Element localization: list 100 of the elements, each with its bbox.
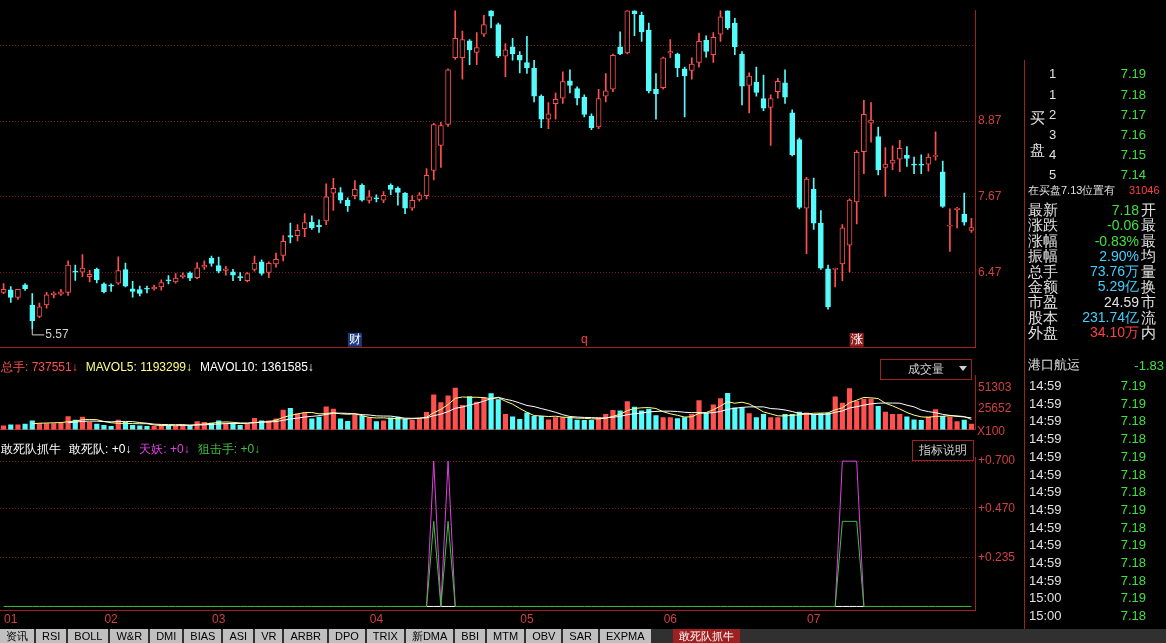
text: RSI <box>36 629 67 643</box>
text: 最 <box>1141 231 1156 249</box>
text: 7.18 <box>1120 554 1146 570</box>
candlestick <box>767 94 774 146</box>
text: ARBR <box>284 629 327 643</box>
text: 量 <box>1141 262 1156 280</box>
text: BIAS <box>184 629 222 643</box>
text: 2 7.17 <box>1049 106 1146 122</box>
bar <box>875 406 881 430</box>
bar <box>746 413 752 430</box>
text: 14:59 <box>1029 572 1062 588</box>
bar <box>861 398 867 430</box>
text: W&R <box>110 629 149 643</box>
text: TRIX <box>366 629 404 643</box>
text: 敢死队抓牛 <box>672 629 740 643</box>
bar <box>553 417 559 430</box>
bar <box>495 399 501 430</box>
text: 7.18 <box>1120 466 1146 481</box>
y-tick-label: 25652 <box>978 401 1012 416</box>
text: 外盘 <box>1028 323 1058 343</box>
bar <box>653 415 659 430</box>
text: 24.59 <box>1103 294 1139 311</box>
x-tick-label: 05 <box>520 612 534 627</box>
bar <box>581 420 587 430</box>
bar <box>911 419 917 430</box>
y-tick-label: 7.67 <box>978 188 1002 203</box>
bar <box>882 411 888 430</box>
candlestick <box>947 208 953 252</box>
text: 市盈 <box>1028 292 1058 310</box>
y-tick-label: +0.700 <box>978 453 1016 468</box>
bar <box>373 421 379 430</box>
bar <box>904 416 910 430</box>
text: 3 7.16 <box>1049 126 1146 142</box>
text: 14:59 <box>1029 412 1062 428</box>
text: 15:00 <box>1029 607 1062 623</box>
bar <box>954 421 960 430</box>
candlestick <box>918 154 925 174</box>
text: 14:59 <box>1029 430 1062 446</box>
text: 指标说明 <box>912 440 974 461</box>
bar <box>760 414 767 430</box>
annotation: 财 <box>348 332 361 347</box>
text: 7.18 <box>1120 607 1146 623</box>
bar <box>545 419 552 430</box>
text: 振幅 <box>1028 246 1058 264</box>
bar <box>768 417 774 430</box>
bar <box>567 417 573 430</box>
annotation: q <box>580 332 588 347</box>
bar <box>101 425 107 430</box>
text: 7.19 <box>1120 501 1146 517</box>
x-tick-label: 07 <box>807 612 821 627</box>
annotation: 成交量 <box>880 359 972 380</box>
text: 天妖: +0↓ <box>139 442 190 456</box>
text: 15:00 <box>1029 589 1062 605</box>
text: 7.19 <box>1120 395 1146 411</box>
text: 港口航运 <box>1028 356 1080 374</box>
bar <box>510 416 516 430</box>
bar <box>696 400 702 430</box>
candlestick <box>602 73 609 103</box>
x-tick-label: 04 <box>369 612 384 627</box>
candlestick <box>72 264 79 281</box>
bar <box>739 407 745 430</box>
text: BOLL <box>68 629 109 643</box>
text: 231.74亿 <box>1082 308 1139 326</box>
text: 14:59 <box>1029 377 1062 393</box>
bar <box>15 424 21 430</box>
bar <box>588 420 595 430</box>
candlestick <box>567 69 573 94</box>
text: 盘 <box>1030 140 1045 160</box>
text: -0.83% <box>1094 232 1139 249</box>
bar <box>674 418 681 430</box>
bar <box>667 417 673 430</box>
bar <box>947 416 953 430</box>
y-tick-label: +0.470 <box>978 501 1016 516</box>
bar <box>359 415 365 430</box>
text: 敢死队: +0↓ <box>69 442 132 456</box>
text: 流 <box>1141 308 1156 326</box>
text: BBI <box>455 629 486 643</box>
text: 31046 <box>1129 184 1160 196</box>
bar <box>445 395 451 430</box>
text: 5.29亿 <box>1097 278 1139 296</box>
candlestick <box>904 146 910 167</box>
text: 最新 <box>1028 200 1058 218</box>
text: 涨幅 <box>1028 231 1058 249</box>
bar <box>230 423 236 430</box>
text: 14:59 <box>1029 395 1062 411</box>
text: SAR <box>563 629 598 643</box>
text: VR <box>255 629 283 643</box>
text: -0.06 <box>1107 217 1139 234</box>
annotation: 涨 <box>850 332 863 347</box>
text: 7.19 <box>1120 536 1146 552</box>
candlestick <box>746 72 752 114</box>
y-tick-label: 51303 <box>978 379 1012 394</box>
x-tick-label: 03 <box>211 612 226 627</box>
text: 5 7.14 <box>1049 166 1146 182</box>
x-tick-label: 01 <box>4 612 18 627</box>
candlestick <box>868 102 874 143</box>
text: DPO <box>328 629 365 643</box>
text: 新DMA <box>405 629 454 643</box>
text: 7.18 <box>1120 483 1146 499</box>
text: 7.18 <box>1120 519 1146 535</box>
